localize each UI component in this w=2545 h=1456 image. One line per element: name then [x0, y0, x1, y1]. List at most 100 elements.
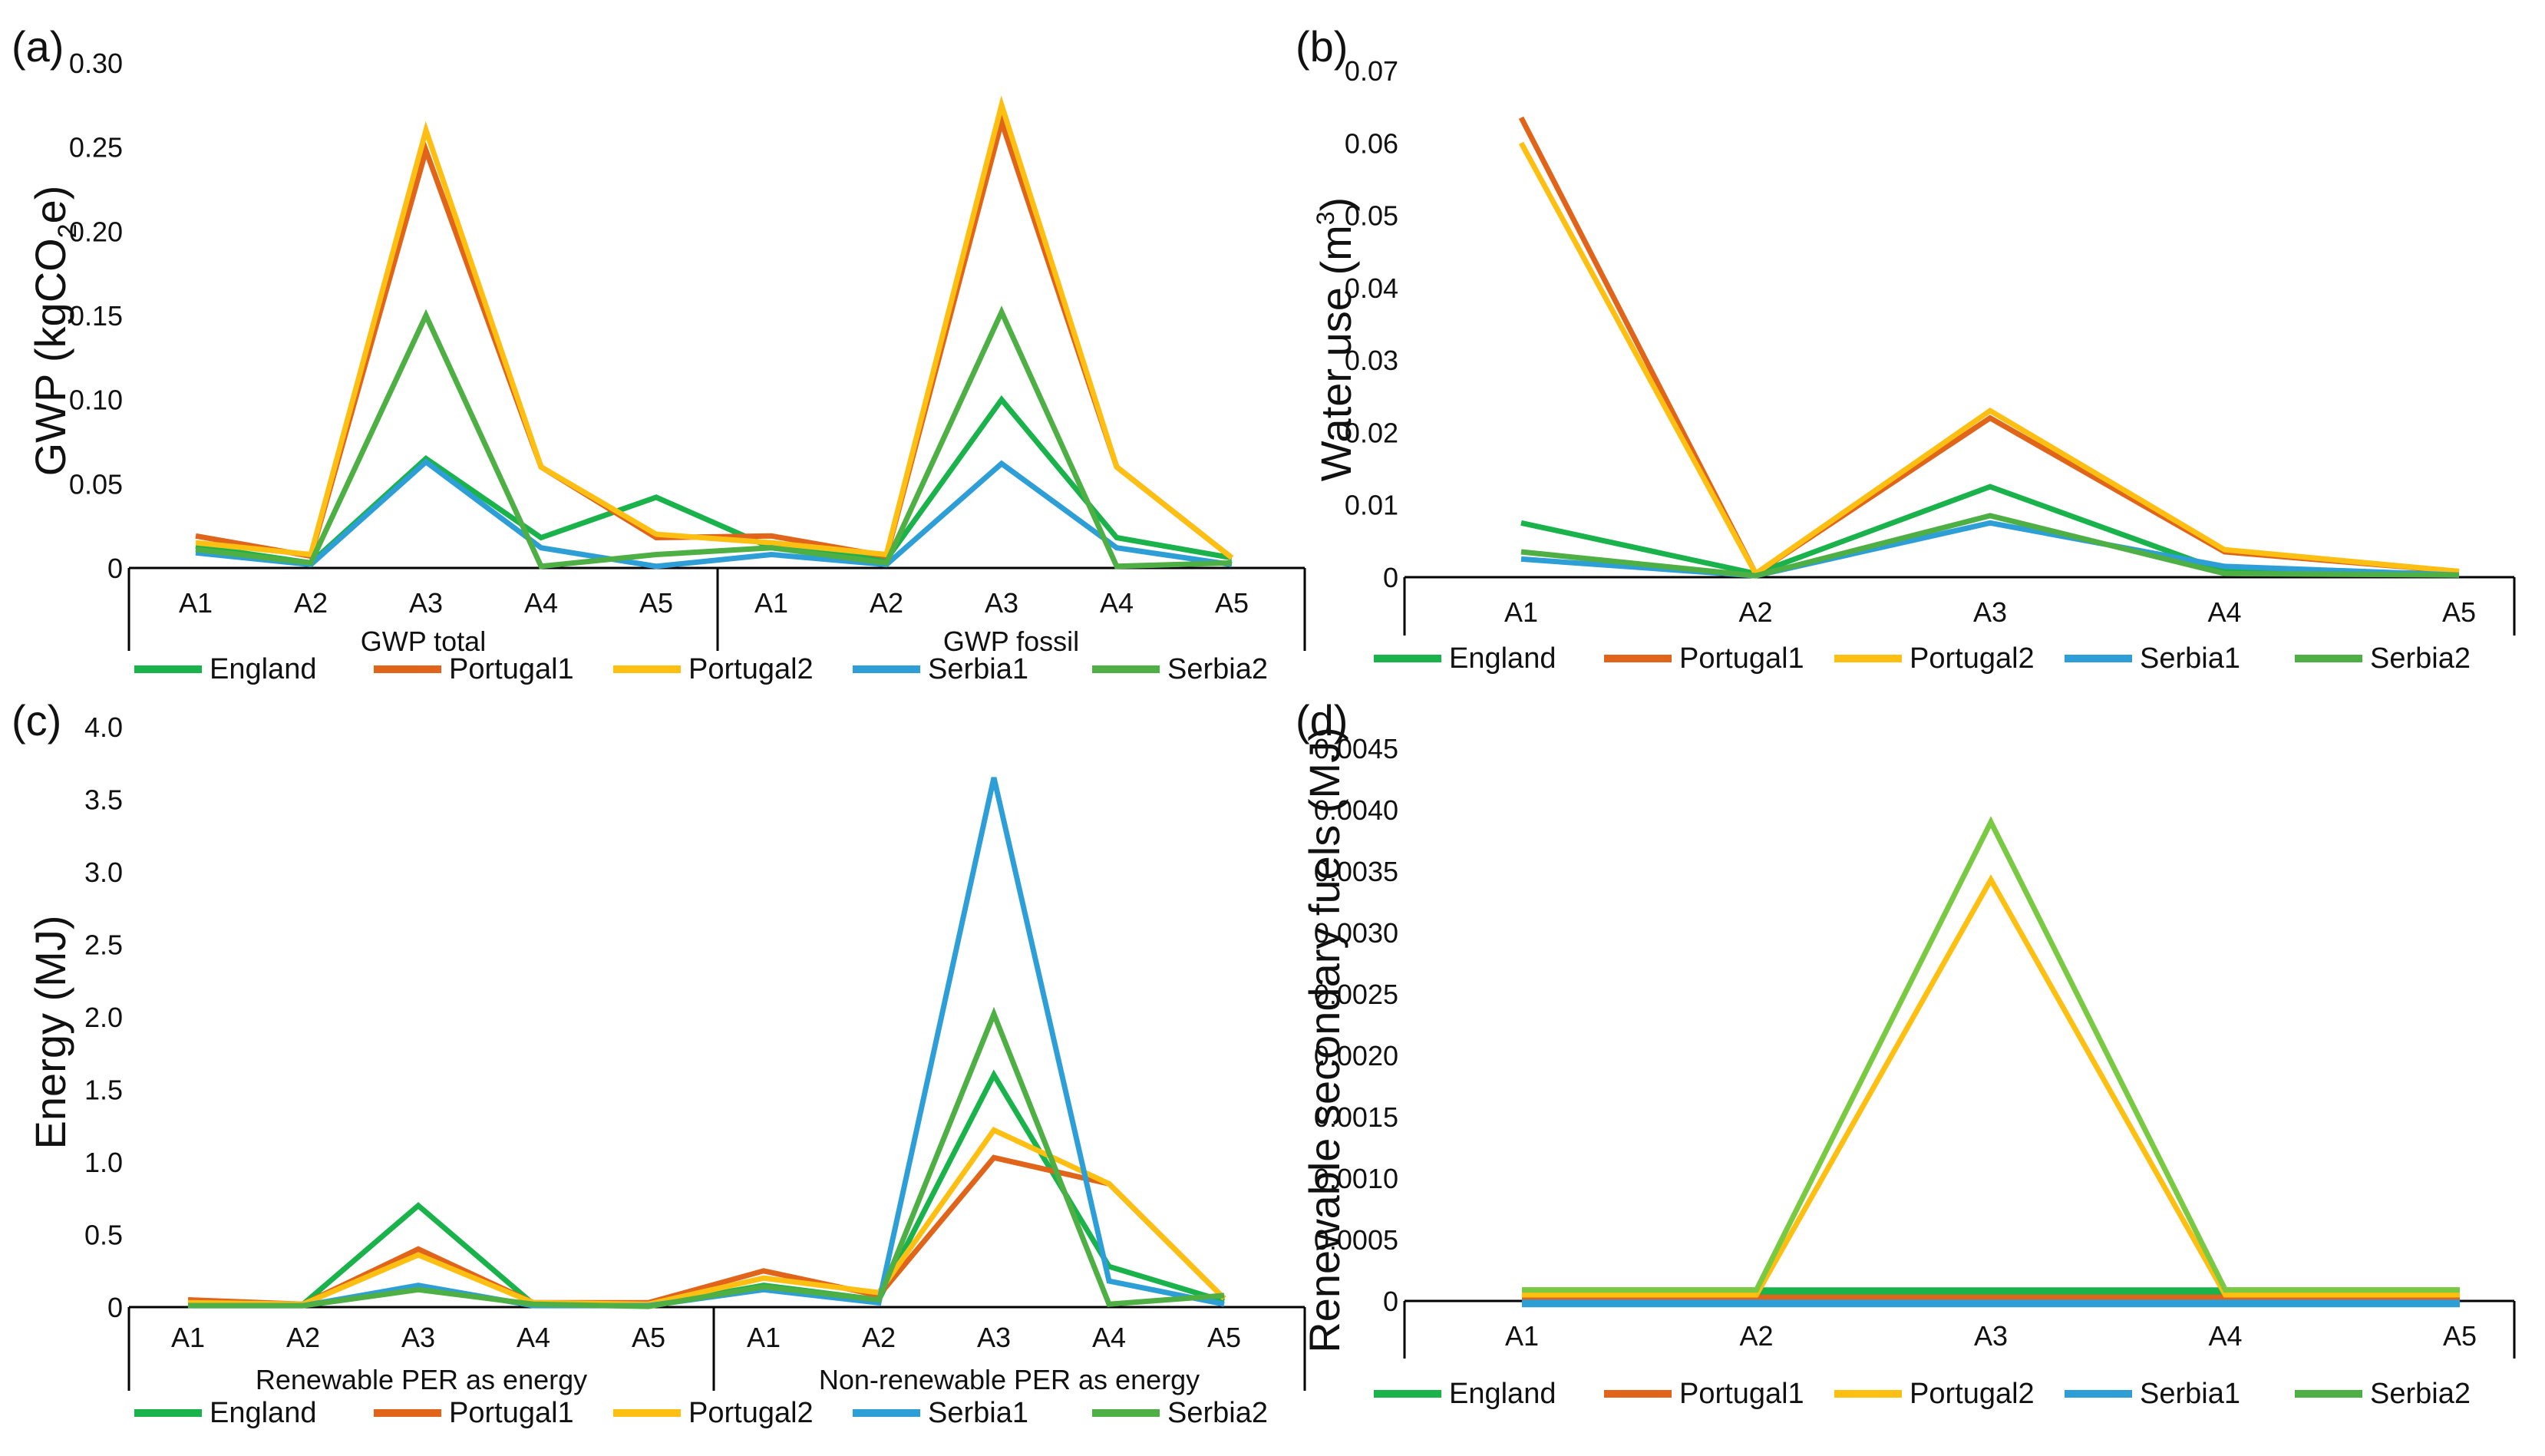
x-tick-label: A1 [171, 1322, 205, 1353]
legend-label-portugal2: Portugal2 [688, 1397, 814, 1429]
x-tick-label: A3 [409, 587, 443, 619]
x-tick-label: A1 [1504, 596, 1538, 628]
y-tick-label: 1.0 [84, 1147, 123, 1178]
y-axis-label: Energy (MJ) [26, 916, 74, 1150]
x-tick-label: A3 [1974, 1320, 2008, 1352]
y-axis-label-subscript: 2 [53, 223, 82, 238]
y-tick-label: 0.05 [1345, 200, 1398, 232]
y-tick-label: 0.05 [69, 468, 123, 500]
series-line-portugal1 [187, 1154, 1226, 1307]
x-tick-label: A4 [517, 1322, 550, 1353]
legend-label-portugal1: Portugal1 [449, 1397, 574, 1429]
legend-label-serbia2: Serbia2 [2370, 1378, 2471, 1410]
x-tick-label: A4 [2207, 596, 2241, 628]
legend-label-serbia1: Serbia1 [928, 653, 1028, 685]
y-tick-label: 0.02 [1345, 417, 1398, 448]
y-tick-label: 0.03 [1345, 345, 1398, 376]
y-tick-label: 0 [1383, 562, 1398, 593]
y-axis-label: GWP (kgCO2e) [26, 186, 82, 477]
legend-label-portugal1: Portugal1 [1679, 1378, 1804, 1410]
x-tick-label: A4 [1092, 1322, 1126, 1353]
x-tick-label: A4 [524, 587, 558, 619]
series-line-serbia2 [1522, 816, 2460, 1293]
y-tick-label: 0.01 [1345, 490, 1398, 521]
x-tick-label: A5 [2443, 1320, 2477, 1352]
x-tick-label: A5 [632, 1322, 665, 1353]
series-line-serbia2 [195, 305, 1233, 570]
series-line-serbia1 [195, 458, 1233, 570]
series-line-portugal2 [1518, 141, 2460, 578]
chart-a: (a) 0 0.05 0.10 0.15 0.20 0.25 0.30 GWP (kgCO2e)… [12, 22, 1306, 685]
y-tick-label: 0.0025 [1314, 979, 1398, 1010]
legend-label-serbia2: Serbia2 [1167, 1397, 1268, 1429]
chart-b: (b) 0 0.01 0.02 0.03 0.04 0.05 0.06 0.07 Water us… [1296, 22, 2516, 675]
legend-label-portugal2: Portugal2 [1910, 642, 2035, 675]
y-tick-label: 0 [107, 553, 123, 584]
y-tick-label: 0.0020 [1314, 1040, 1398, 1071]
panel-label: (c) [12, 696, 61, 745]
y-tick-label: 0.20 [69, 216, 123, 247]
y-tick-label: 3.0 [84, 857, 123, 888]
series-line-portugal2 [1522, 874, 2460, 1298]
group-label: Renewable PER as energy [256, 1364, 587, 1395]
y-tick-label: 0.25 [69, 132, 123, 163]
group-label: Non-renewable PER as energy [819, 1364, 1200, 1395]
panel-label: (a) [12, 22, 64, 71]
y-tick-label: 0.0040 [1314, 794, 1398, 826]
panel-label: (b) [1296, 22, 1348, 71]
x-tick-label: A1 [754, 587, 788, 619]
x-tick-label: A5 [639, 587, 673, 619]
x-tick-label: A3 [977, 1322, 1011, 1353]
y-tick-label: 0.10 [69, 385, 123, 416]
x-tick-label: A2 [286, 1322, 320, 1353]
y-tick-label: 0.5 [84, 1220, 123, 1251]
x-tick-label: A2 [870, 587, 903, 619]
panel-label: (d) [1296, 696, 1348, 745]
series-line-portugal2 [195, 95, 1234, 560]
group-label: GWP fossil [943, 626, 1079, 657]
series-line-portugal1 [1518, 116, 2460, 578]
legend: England Portugal1 Portugal2 Serbia1 Serbia2 [134, 653, 1268, 685]
x-tick-label: A5 [1207, 1322, 1241, 1353]
legend: England Portugal1 Portugal2 Serbia1 Serbia2 [134, 1397, 1268, 1429]
legend-label-england: England [210, 1397, 316, 1429]
y-tick-label: 0.0015 [1314, 1101, 1398, 1133]
x-tick-label: A4 [2208, 1320, 2242, 1352]
legend-label-serbia1: Serbia1 [2140, 642, 2240, 675]
y-axis-label-end: e) [26, 186, 74, 224]
y-axis-label: Water use (m3) [1312, 197, 1360, 481]
legend-label-portugal2: Portugal2 [688, 653, 814, 685]
y-tick-label: 0.0030 [1314, 917, 1398, 949]
y-tick-label: 0.30 [69, 48, 123, 79]
legend-label-serbia1: Serbia1 [2140, 1378, 2240, 1410]
y-tick-label: 0.0005 [1314, 1224, 1398, 1256]
x-tick-label: A2 [1739, 1320, 1773, 1352]
y-tick-label: 0.07 [1345, 55, 1398, 87]
y-tick-label: 2.5 [84, 929, 123, 961]
y-tick-label: 0.0045 [1314, 733, 1398, 764]
y-tick-label: 0.15 [69, 300, 123, 332]
legend-label-england: England [1449, 642, 1556, 675]
y-tick-label: 0 [107, 1292, 123, 1323]
x-tick-label: A1 [747, 1322, 781, 1353]
y-axis-label-main: GWP (kgCO [26, 238, 74, 476]
x-tick-label: A3 [985, 587, 1018, 619]
x-tick-label: A1 [179, 587, 213, 619]
y-tick-label: 2.0 [84, 1002, 123, 1033]
x-tick-label: A2 [294, 587, 328, 619]
legend-label-england: England [210, 653, 316, 685]
x-tick-label: A3 [401, 1322, 435, 1353]
x-tick-label: A4 [1100, 587, 1134, 619]
y-axis-label-superscript: 3 [1312, 211, 1339, 225]
legend-label-serbia1: Serbia1 [928, 1397, 1028, 1429]
legend-label-portugal1: Portugal1 [1679, 642, 1804, 675]
y-tick-label: 4.0 [84, 711, 123, 743]
legend-label-serbia2: Serbia2 [1167, 653, 1268, 685]
chart-c: (c) 0 0.5 1.0 1.5 2.0 2.5 3.0 3.5 4.0 Energy (MJ) A… [12, 696, 1306, 1429]
chart-d: (d) 0 0.0005 0.0010 0.0015 0.0020 0.0025 0.0030… [1296, 696, 2516, 1410]
y-axis-label-main: Water use (m [1312, 225, 1360, 481]
legend: England Portugal1 Portugal2 Serbia1 Serbia2 [1374, 642, 2471, 675]
legend-label-portugal2: Portugal2 [1910, 1378, 2035, 1410]
x-tick-label: A5 [1215, 587, 1249, 619]
